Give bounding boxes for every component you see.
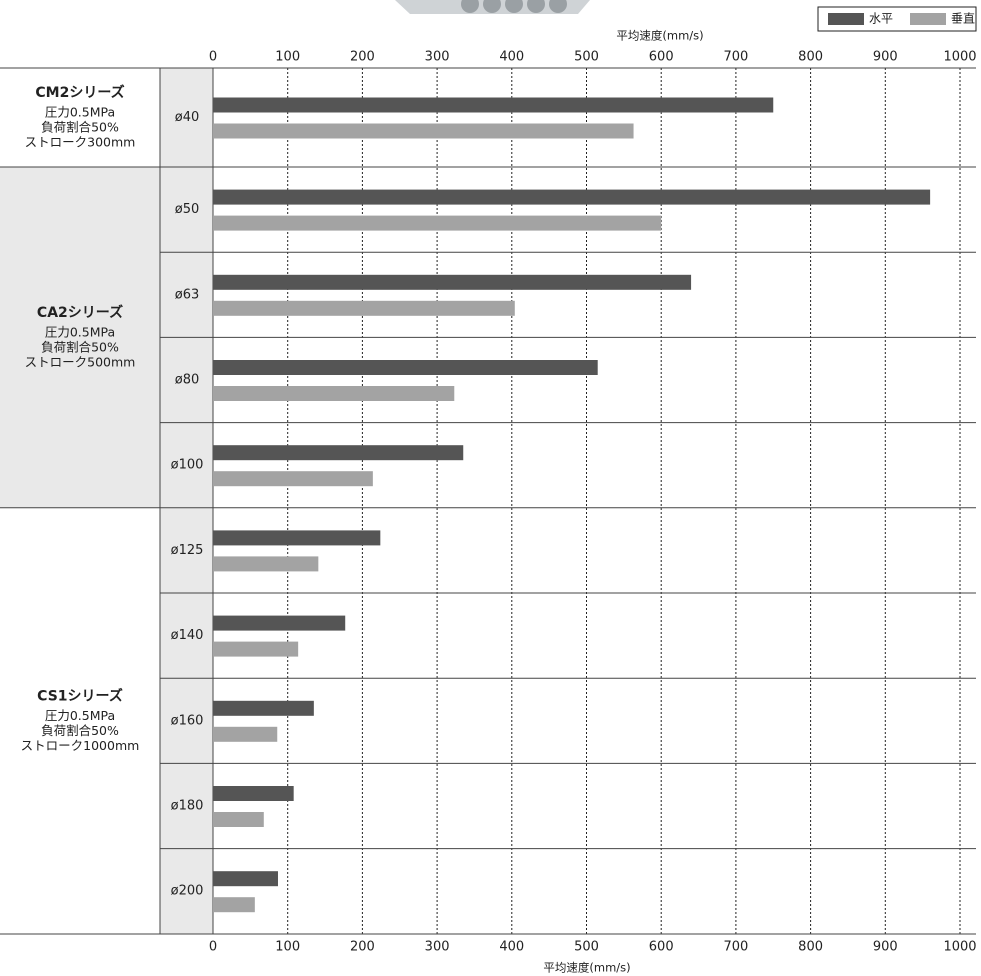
category-label: ø160 [171,713,204,728]
x-tick-label: 800 [798,50,823,65]
x-tick-label: 1000 [943,940,976,955]
group-condition: ストローク500mm [25,354,136,369]
x-tick-label: 100 [275,50,300,65]
category-label: ø63 [175,287,200,302]
legend-swatch [828,13,864,25]
x-tick-label: 500 [574,50,599,65]
bar [213,786,294,801]
group-condition: ストローク1000mm [21,738,140,753]
x-tick-label: 400 [499,940,524,955]
category-label: ø200 [171,884,204,899]
group-condition: 圧力0.5MPa [45,708,115,723]
bar [213,530,381,546]
bar [213,97,774,113]
x-tick-label: 400 [499,50,524,65]
bar [213,556,319,572]
bar [213,641,299,657]
bar [213,215,662,231]
bar [213,360,598,375]
x-tick-label: 700 [723,940,748,955]
bar [213,189,931,205]
x-tick-label: 800 [798,940,823,955]
category-label: ø80 [175,373,200,388]
group-condition: 圧力0.5MPa [45,105,115,120]
x-tick-label: 200 [350,50,375,65]
category-label: ø40 [175,110,200,125]
x-tick-label: 0 [209,940,217,955]
x-tick-label: 700 [723,50,748,65]
group-condition: ストローク300mm [25,135,136,150]
bar [213,123,634,139]
category-label: ø180 [171,799,204,814]
bar [213,700,314,716]
x-tick-label: 200 [350,940,375,955]
group-condition: 負荷割合50% [41,339,119,354]
bar [213,445,464,461]
x-tick-label: 100 [275,940,300,955]
x-tick-label: 900 [873,50,898,65]
category-label: ø100 [171,458,204,473]
x-tick-label: 300 [425,940,450,955]
x-axis-title: 平均速度(mm/s) [616,29,703,43]
legend-label: 水平 [869,12,893,26]
x-tick-label: 600 [649,940,674,955]
group-band [0,167,160,508]
x-tick-label: 0 [209,50,217,65]
category-label: ø140 [171,628,204,643]
bar [213,812,264,827]
group-name: CA2シリーズ [37,304,123,321]
category-label: ø125 [171,543,204,558]
size-column [160,68,213,934]
bar [213,726,278,742]
group-condition: 負荷割合50% [41,723,119,738]
group-name: CS1シリーズ [37,687,123,704]
x-tick-label: 300 [425,50,450,65]
legend-swatch [910,13,946,25]
bar [213,897,255,913]
bar [213,471,373,487]
group-name: CM2シリーズ [35,84,124,101]
group-condition: 負荷割合50% [41,120,119,135]
bar [213,300,515,316]
bar [213,615,346,631]
legend-label: 垂直 [951,12,975,26]
x-tick-label: 600 [649,50,674,65]
product-photo [395,0,590,14]
x-tick-label: 1000 [943,50,976,65]
x-tick-label: 900 [873,940,898,955]
category-label: ø50 [175,202,200,217]
x-axis-title: 平均速度(mm/s) [543,961,630,975]
group-condition: 圧力0.5MPa [45,324,115,339]
bar [213,386,455,401]
bar [213,871,278,887]
x-tick-label: 500 [574,940,599,955]
bar [213,274,692,290]
